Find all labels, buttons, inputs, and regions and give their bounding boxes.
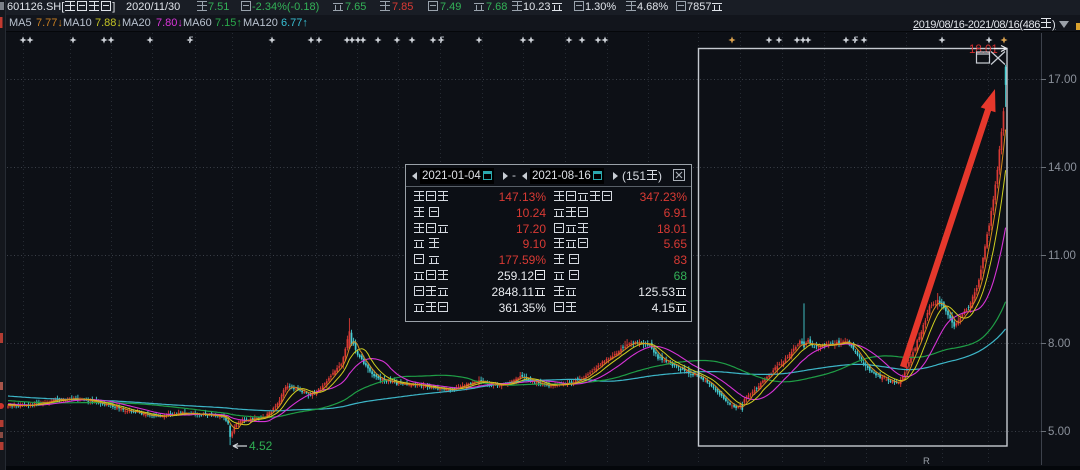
svg-text:4.52: 4.52 [249,439,273,453]
svg-text:5.00: 5.00 [1048,426,1070,438]
svg-text:8.00: 8.00 [1048,338,1070,350]
svg-text:17.00: 17.00 [1048,74,1077,86]
svg-text:14.00: 14.00 [1048,162,1077,174]
svg-text:11.00: 11.00 [1048,250,1076,262]
svg-text:R: R [923,456,930,467]
